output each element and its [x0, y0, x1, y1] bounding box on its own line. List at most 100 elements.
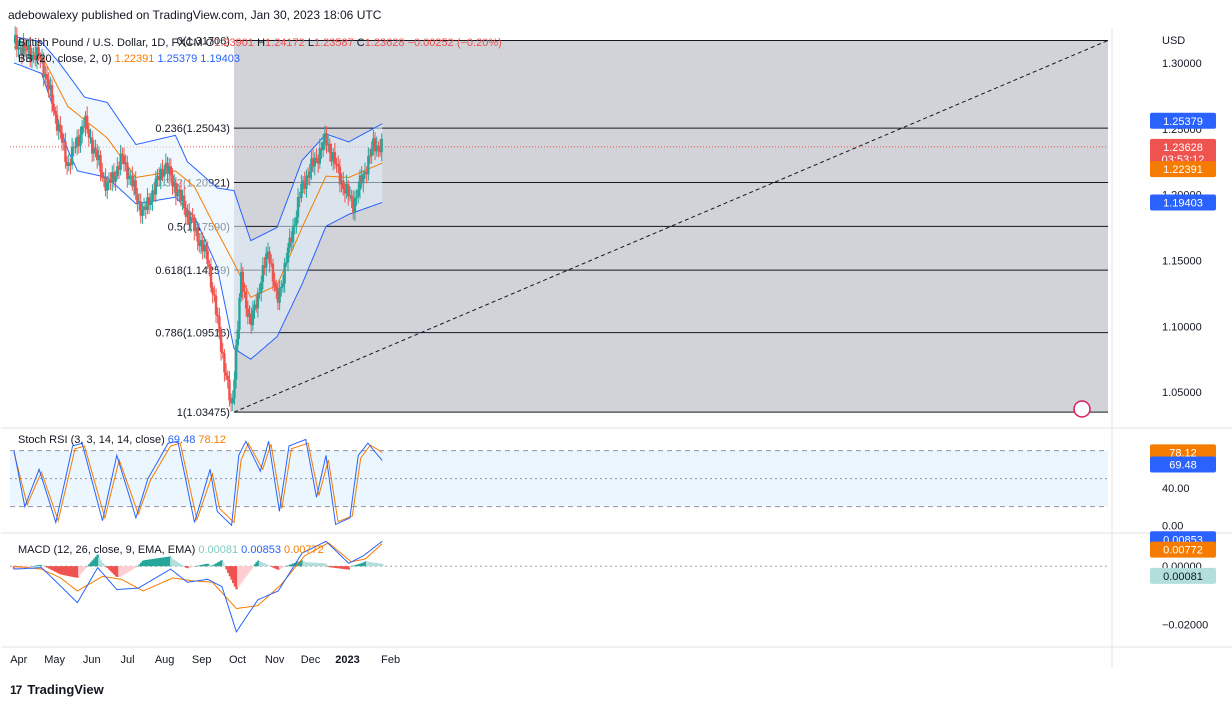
- macd-histogram-bar: [288, 564, 292, 567]
- candle-body: [79, 134, 82, 146]
- candle-body: [112, 172, 116, 182]
- tradingview-footer[interactable]: 17 TradingView: [10, 682, 104, 697]
- macd-histogram-bar: [126, 566, 130, 573]
- macd-histogram-bar: [79, 566, 83, 574]
- candle-body: [321, 142, 325, 151]
- macd-histogram-bar: [327, 566, 330, 568]
- stoch-rsi-pane: [10, 438, 1108, 527]
- macd-histogram-bar: [183, 566, 186, 567]
- macd-histogram-bar: [367, 561, 371, 567]
- candle-body: [20, 47, 24, 56]
- fib-level-label: 0(1.31706): [177, 35, 230, 47]
- macd-histogram-bar: [36, 565, 39, 567]
- macd-histogram-bar: [332, 566, 335, 568]
- legend-macd: MACD (12, 26, close, 9, EMA, EMA) 0.0008…: [18, 544, 324, 556]
- candle-body: [208, 264, 211, 267]
- macd-histogram-bar: [16, 566, 19, 569]
- bb-basis-line: [13, 46, 383, 298]
- candle-body: [234, 345, 238, 380]
- macd-histogram-bar: [233, 566, 237, 587]
- candle-body: [246, 308, 250, 317]
- macd-histogram-bar: [310, 562, 314, 567]
- macd-histogram-bar: [283, 566, 287, 567]
- time-tick-label: Sep: [192, 654, 212, 666]
- candle-body: [298, 197, 301, 199]
- macd-histogram-bar: [44, 566, 48, 567]
- tradingview-brand: TradingView: [27, 682, 104, 697]
- macd-histogram-bar: [49, 566, 53, 570]
- candle-body: [362, 174, 365, 184]
- macd-histogram-bar: [151, 559, 155, 567]
- macd-histogram-bar: [134, 566, 138, 568]
- macd-histogram-bar: [118, 566, 121, 577]
- macd-histogram-bar: [377, 563, 381, 567]
- candle-body: [229, 400, 233, 404]
- candle-body: [338, 166, 342, 185]
- candle-body: [17, 47, 20, 50]
- macd-histogram-bar: [357, 564, 360, 567]
- candle-body: [206, 250, 209, 265]
- candle-body: [179, 189, 183, 202]
- macd-histogram-bar: [190, 566, 193, 568]
- legend-ohlc-part: 1.23587: [314, 37, 357, 49]
- candle-body: [30, 55, 34, 61]
- candle-body: [209, 266, 213, 288]
- candle-body: [345, 183, 348, 194]
- macd-histogram-bar: [262, 562, 265, 567]
- macd-histogram-bar: [354, 565, 357, 567]
- price-tick-label: 1.05000: [1162, 387, 1202, 399]
- legend-stoch-part: 69.48: [168, 434, 199, 446]
- macd-histogram-bar: [64, 566, 68, 576]
- price-tick-label: 1.10000: [1162, 321, 1202, 333]
- macd-histogram-bar: [225, 566, 228, 570]
- macd-histogram-bar: [285, 565, 289, 567]
- candle-body: [191, 217, 194, 219]
- macd-histogram-bar: [201, 564, 205, 567]
- time-tick-label: Jul: [121, 654, 135, 666]
- macd-histogram-bar: [228, 566, 232, 577]
- candle-body: [280, 286, 283, 289]
- macd-histogram-bar: [12, 566, 16, 570]
- candle-body: [218, 316, 221, 333]
- macd-histogram-bar: [275, 566, 278, 570]
- candle-body: [377, 145, 380, 149]
- macd-histogram-bar: [342, 566, 345, 570]
- macd-histogram-bar: [109, 566, 113, 572]
- macd-histogram-bar: [150, 559, 153, 567]
- macd-histogram-bar: [94, 556, 98, 567]
- candle-body: [203, 244, 206, 252]
- macd-histogram-bar: [374, 562, 377, 567]
- candle-body: [367, 155, 370, 175]
- fib-level-label: 0.236(1.25043): [155, 123, 230, 135]
- macd-histogram-bar: [66, 566, 69, 576]
- macd-histogram-bar: [198, 565, 201, 567]
- candle-body: [44, 74, 47, 78]
- macd-histogram-bar: [344, 566, 347, 570]
- macd-histogram-bar: [307, 562, 310, 567]
- candle-body: [313, 157, 316, 167]
- publisher-line: adebowalexy published on TradingView.com…: [8, 8, 382, 22]
- fibonacci-retracement[interactable]: 0(1.31706)0.236(1.25043)0.382(1.20921)0.…: [10, 35, 1109, 419]
- macd-histogram-bar: [89, 562, 93, 567]
- candle-body: [347, 183, 350, 197]
- macd-histogram-bar: [56, 566, 59, 573]
- macd-histogram-bar: [153, 558, 156, 567]
- candle-body: [47, 79, 50, 90]
- macd-histogram-bar: [46, 566, 49, 568]
- macd-histogram-bar: [312, 562, 315, 567]
- macd-histogram-bar: [42, 566, 46, 567]
- macd-histogram-bar: [255, 561, 258, 567]
- legend-ohlc-part: 1.23628: [365, 37, 408, 49]
- price-label: 78.12: [1169, 447, 1197, 459]
- candle-body: [60, 132, 64, 143]
- macd-histogram-bar: [27, 566, 31, 567]
- macd-histogram-bar: [257, 560, 260, 567]
- legend-ohlc-part: O: [206, 37, 215, 49]
- macd-histogram-bar: [71, 566, 74, 577]
- macd-histogram-bar: [37, 565, 41, 567]
- macd-histogram-bar: [250, 566, 253, 569]
- macd-histogram-bar: [325, 564, 329, 567]
- candle-body: [49, 85, 52, 90]
- legend-ohlc-part: 1.24172: [265, 37, 308, 49]
